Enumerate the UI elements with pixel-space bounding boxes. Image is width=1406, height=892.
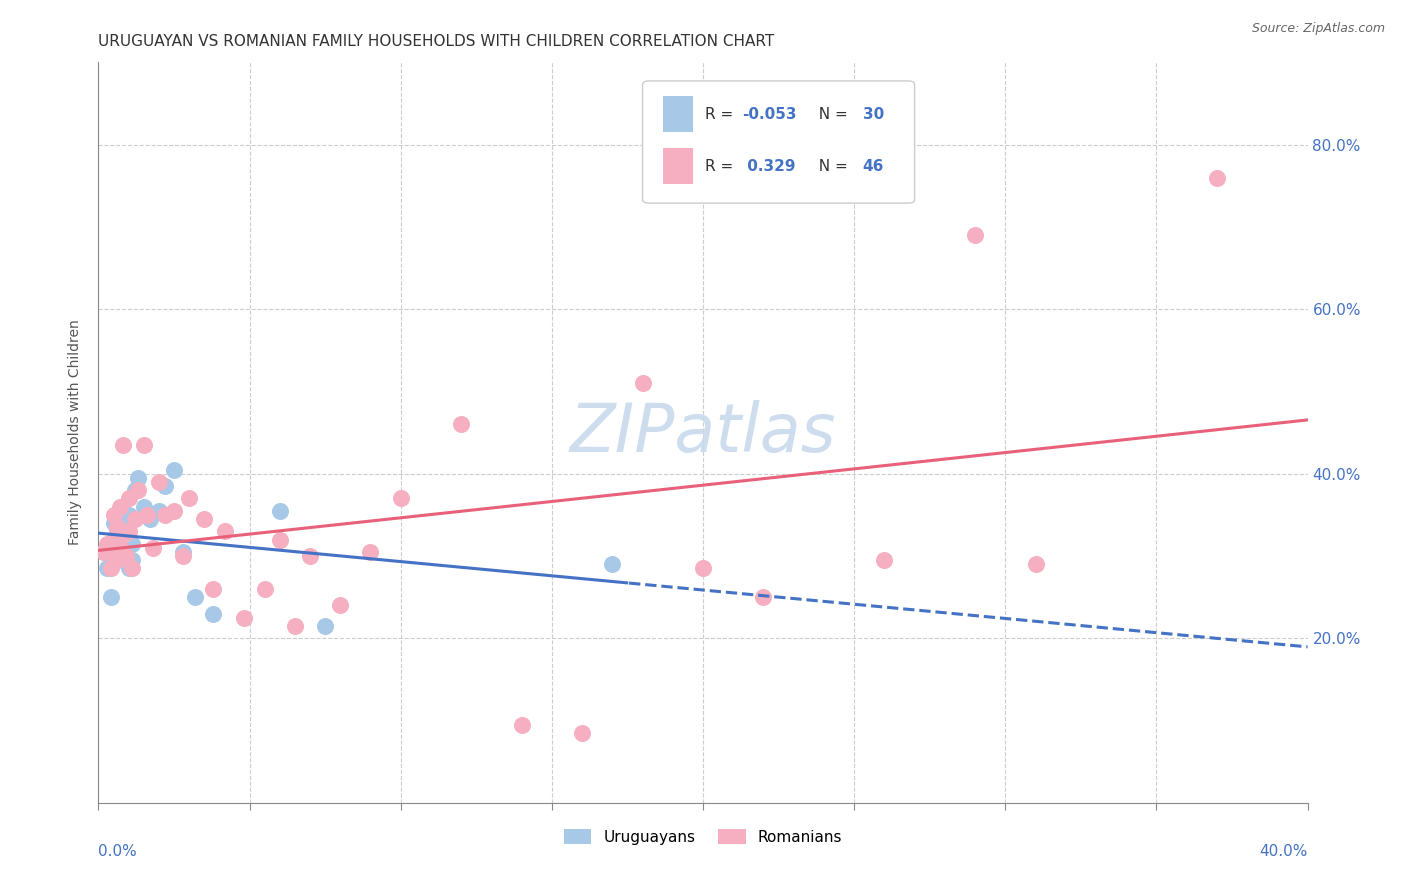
Point: [100, 561, 122, 575]
Point: [1024, 558, 1046, 572]
Point: [284, 619, 307, 633]
Text: R =: R =: [706, 107, 738, 122]
Point: [118, 491, 141, 506]
Point: [121, 536, 143, 550]
Point: [329, 599, 352, 613]
Point: [121, 553, 143, 567]
Point: [163, 462, 186, 476]
Text: 30: 30: [863, 107, 884, 122]
Point: [163, 504, 186, 518]
Point: [193, 512, 215, 526]
Point: [172, 549, 194, 563]
Point: [142, 541, 165, 555]
Text: 46: 46: [863, 159, 884, 174]
Point: [389, 491, 412, 506]
Point: [692, 561, 714, 575]
Point: [111, 528, 134, 542]
Point: [1206, 170, 1229, 185]
Text: ZIPatlas: ZIPatlas: [569, 400, 837, 466]
Point: [172, 545, 194, 559]
Text: 40.0%: 40.0%: [1260, 844, 1308, 858]
Point: [510, 717, 533, 731]
Point: [148, 475, 170, 489]
Text: Source: ZipAtlas.com: Source: ZipAtlas.com: [1251, 22, 1385, 36]
Point: [121, 561, 143, 575]
Point: [132, 438, 155, 452]
Point: [127, 471, 149, 485]
Text: R =: R =: [706, 159, 738, 174]
Point: [114, 524, 136, 539]
Point: [108, 504, 131, 518]
Point: [105, 524, 128, 539]
Point: [111, 438, 134, 452]
Point: [105, 520, 128, 534]
Point: [153, 508, 176, 522]
Point: [873, 553, 896, 567]
Point: [214, 524, 236, 539]
Point: [602, 558, 624, 572]
Point: [179, 491, 201, 506]
Point: [105, 553, 128, 567]
Point: [202, 607, 225, 621]
Point: [103, 508, 125, 522]
Point: [108, 541, 131, 555]
Point: [111, 528, 134, 542]
Point: [450, 417, 472, 432]
Point: [105, 553, 128, 567]
Point: [103, 516, 125, 530]
Point: [148, 504, 170, 518]
Point: [299, 549, 322, 563]
Text: N =: N =: [810, 159, 853, 174]
Point: [103, 533, 125, 547]
Point: [132, 500, 155, 514]
Point: [96, 536, 118, 550]
FancyBboxPatch shape: [643, 81, 915, 203]
Point: [202, 582, 225, 596]
Point: [631, 376, 654, 391]
Point: [232, 610, 254, 624]
Point: [118, 508, 141, 522]
Point: [571, 726, 593, 740]
Point: [124, 483, 146, 498]
Point: [269, 504, 291, 518]
Point: [114, 549, 136, 563]
Y-axis label: Family Households with Children: Family Households with Children: [69, 319, 83, 546]
Point: [127, 483, 149, 498]
Point: [184, 590, 207, 604]
Point: [314, 619, 336, 633]
Point: [965, 228, 987, 243]
Point: [360, 545, 382, 559]
Point: [108, 541, 131, 555]
Text: 0.329: 0.329: [742, 159, 796, 174]
Point: [118, 561, 141, 575]
Point: [269, 533, 291, 547]
Legend: Uruguayans, Romanians: Uruguayans, Romanians: [557, 822, 849, 851]
Point: [139, 512, 162, 526]
Bar: [664, 148, 693, 184]
Point: [752, 590, 775, 604]
Text: -0.053: -0.053: [742, 107, 796, 122]
Bar: [664, 96, 693, 132]
Point: [111, 512, 134, 526]
Point: [103, 533, 125, 547]
Point: [108, 500, 131, 514]
Point: [253, 582, 276, 596]
Point: [135, 508, 157, 522]
Point: [93, 545, 115, 559]
Point: [153, 479, 176, 493]
Point: [118, 524, 141, 539]
Point: [93, 545, 115, 559]
Text: URUGUAYAN VS ROMANIAN FAMILY HOUSEHOLDS WITH CHILDREN CORRELATION CHART: URUGUAYAN VS ROMANIAN FAMILY HOUSEHOLDS …: [98, 34, 775, 49]
Point: [100, 590, 122, 604]
Text: N =: N =: [810, 107, 853, 122]
Point: [114, 545, 136, 559]
Text: 0.0%: 0.0%: [98, 844, 138, 858]
Point: [96, 561, 118, 575]
Point: [124, 512, 146, 526]
